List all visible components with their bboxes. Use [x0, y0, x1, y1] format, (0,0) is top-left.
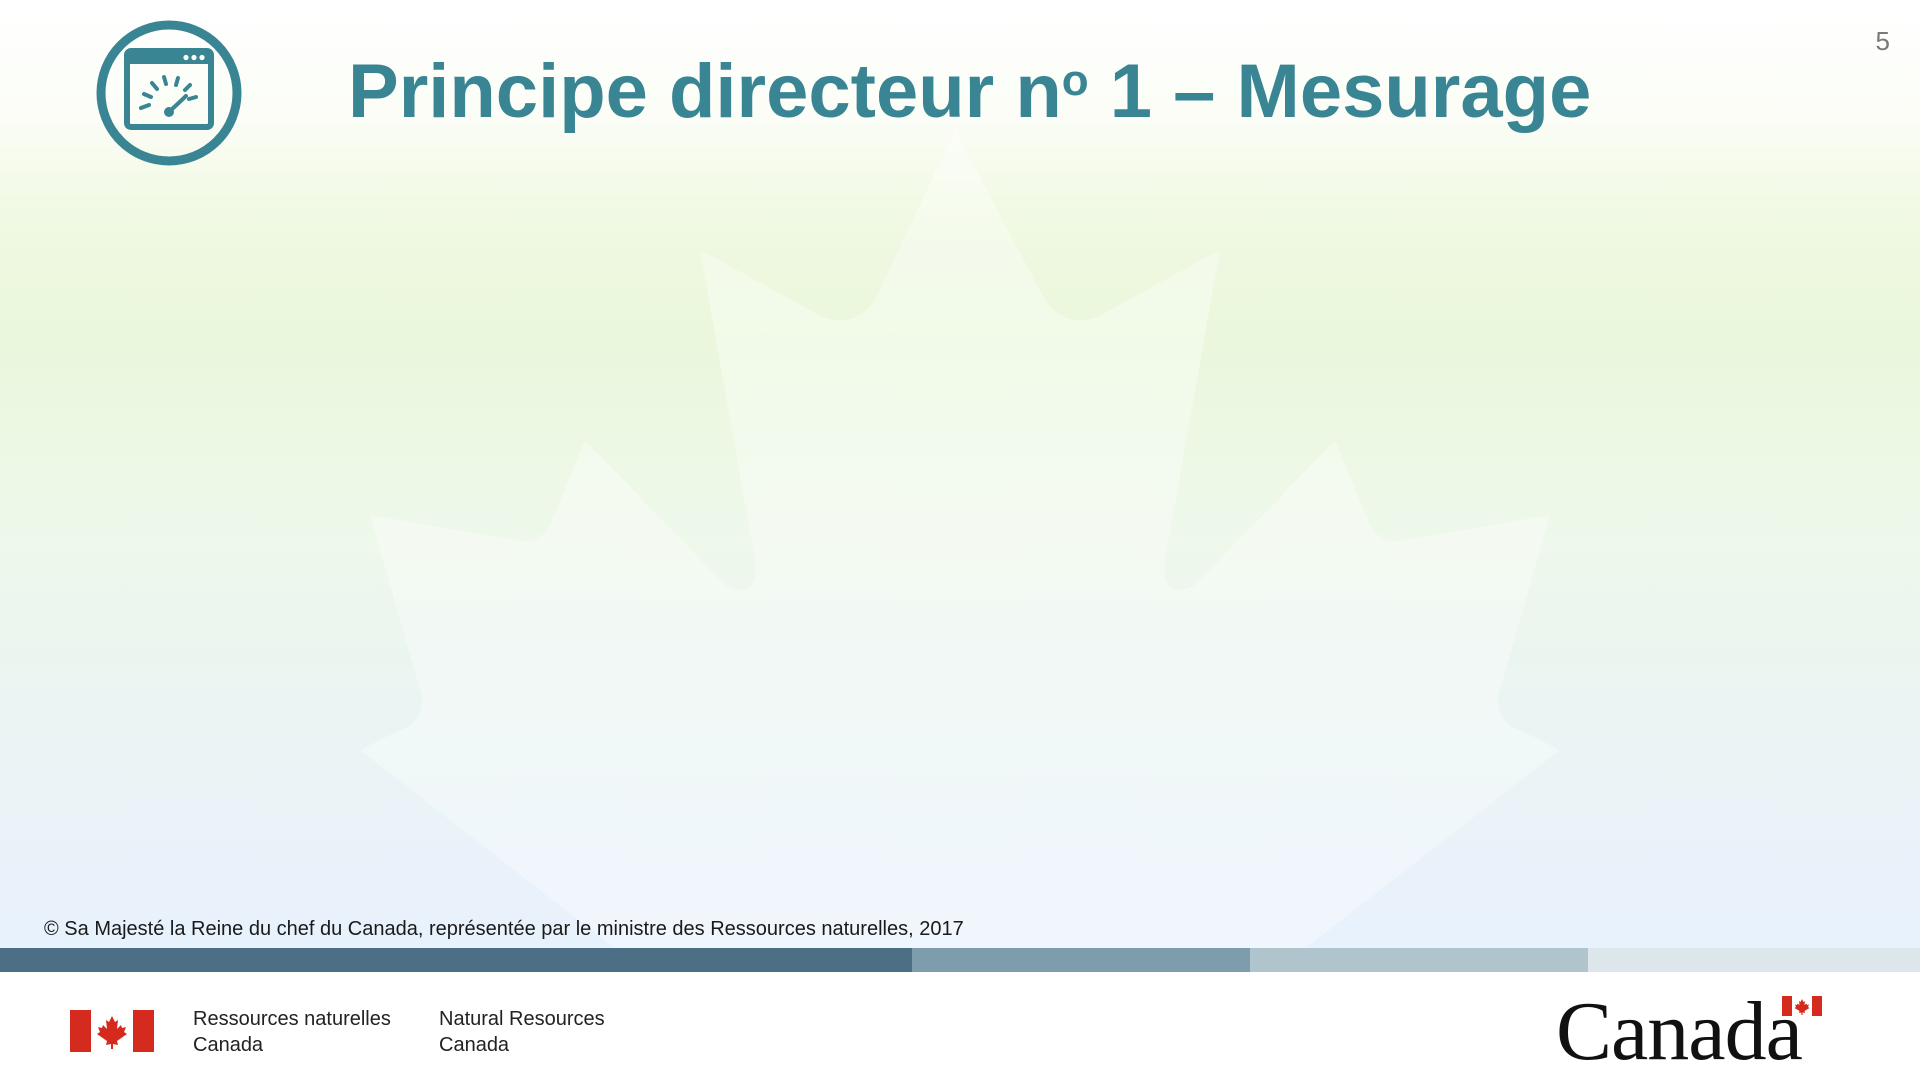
footer-stripe-mid [912, 948, 1250, 972]
dept-en-line2: Canada [439, 1034, 510, 1056]
maple-leaf-watermark [360, 130, 1560, 960]
dept-fr-line1: Ressources naturelles [193, 1008, 391, 1030]
page-title: Principe directeur no 1 – Mesurage [348, 44, 1591, 140]
dept-fr-line2: Canada [193, 1034, 264, 1056]
title-superscript: o [1061, 56, 1089, 105]
department-name-en: Natural Resources Canada [439, 1006, 605, 1058]
title-rest: 1 – Mesurage [1088, 49, 1592, 134]
page-number: 5 [1875, 26, 1890, 56]
department-name-fr: Ressources naturelles Canada [193, 1006, 391, 1058]
dept-en-line1: Natural Resources [439, 1008, 605, 1030]
footer: Ressources naturelles Canada Natural Res… [0, 972, 1920, 1080]
footer-stripe-lightest [1588, 948, 1920, 972]
footer-stripe-light [1250, 948, 1588, 972]
copyright-notice: © Sa Majesté la Reine du chef du Canada,… [44, 918, 964, 940]
canada-flag-icon [70, 1010, 154, 1052]
footer-stripe-dark [0, 948, 912, 972]
title-main: Principe directeur n [348, 49, 1062, 134]
canada-wordmark-logo: Canada [1556, 990, 1836, 1074]
wordmark-flag-icon [1782, 996, 1822, 1016]
wordmark-text: Canada [1556, 985, 1803, 1078]
gauge-icon [94, 18, 244, 168]
